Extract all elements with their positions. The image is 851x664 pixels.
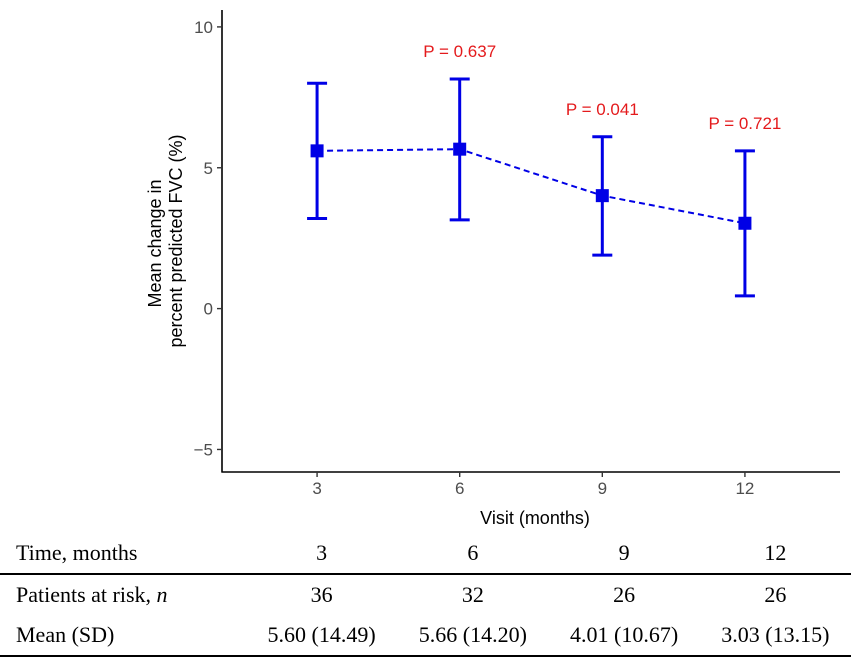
series-line xyxy=(317,148,746,225)
data-points xyxy=(310,142,752,230)
fvc-change-chart: 10 5 0 −5 3 6 9 12 P = 0.637 P = 0.041 P = 0.721… xyxy=(145,10,840,528)
time-cell: 12 xyxy=(699,533,851,575)
time-cell: 9 xyxy=(548,533,700,575)
at-risk-cell: 26 xyxy=(613,582,636,607)
mean-sd-cell: 5.60 (14.49) xyxy=(246,615,398,657)
x-tick-label: 6 xyxy=(455,479,464,498)
data-point-marker xyxy=(453,142,467,156)
x-tick-label: 12 xyxy=(735,479,754,498)
mean-sd-cell: 5.66 (14.20) xyxy=(397,615,549,657)
y-axis-title-line-1: Mean change in xyxy=(145,179,165,307)
at-risk-label-n: n xyxy=(156,582,168,607)
p-value-annotations: P = 0.637 P = 0.041 P = 0.721 xyxy=(423,42,781,133)
x-axis-title: Visit (months) xyxy=(480,508,590,528)
mean-sd-row: Mean (SD) 5.60 (14.49) 5.66 (14.20) 4.01… xyxy=(0,615,851,657)
risk-table: Time, months 3 6 9 12 Patients at risk, … xyxy=(0,533,851,657)
p-value-label: P = 0.721 xyxy=(708,114,781,133)
time-label: Time, months xyxy=(0,533,246,575)
axes xyxy=(221,10,840,473)
at-risk-row: Patients at risk, n 36 32 26 26 xyxy=(0,574,851,615)
data-point-marker xyxy=(310,144,324,158)
x-tick-label: 3 xyxy=(312,479,321,498)
y-axis-ticks: 10 5 0 −5 xyxy=(194,18,222,459)
at-risk-label-text: Patients at risk, xyxy=(16,582,157,607)
at-risk-cell: 26 xyxy=(764,582,787,607)
mean-sd-label: Mean (SD) xyxy=(0,615,246,657)
x-axis-ticks: 3 6 9 12 xyxy=(312,472,754,498)
data-point-marker xyxy=(738,216,752,230)
mean-sd-cell: 4.01 (10.67) xyxy=(548,615,700,657)
series-line-group xyxy=(317,148,746,225)
data-point-marker xyxy=(595,189,609,203)
error-bars xyxy=(307,77,755,298)
p-value-label: P = 0.041 xyxy=(566,100,639,119)
x-tick-label: 9 xyxy=(598,479,607,498)
at-risk-cell: 36 xyxy=(310,582,333,607)
at-risk-label: Patients at risk, n xyxy=(0,574,246,615)
time-cell: 3 xyxy=(246,533,398,575)
mean-sd-cell: 3.03 (13.15) xyxy=(699,615,851,657)
y-axis-title-line-2: percent predicted FVC (%) xyxy=(166,134,186,347)
y-tick-label: 10 xyxy=(194,18,213,37)
p-value-label: P = 0.637 xyxy=(423,42,496,61)
y-tick-label: 0 xyxy=(204,300,213,319)
time-cell: 6 xyxy=(397,533,549,575)
at-risk-cell: 32 xyxy=(461,582,484,607)
y-axis-title: Mean change in percent predicted FVC (%) xyxy=(145,134,186,347)
risk-table-header-row: Time, months 3 6 9 12 xyxy=(0,533,851,575)
y-tick-label: 5 xyxy=(204,159,213,178)
y-tick-label: −5 xyxy=(194,440,213,459)
